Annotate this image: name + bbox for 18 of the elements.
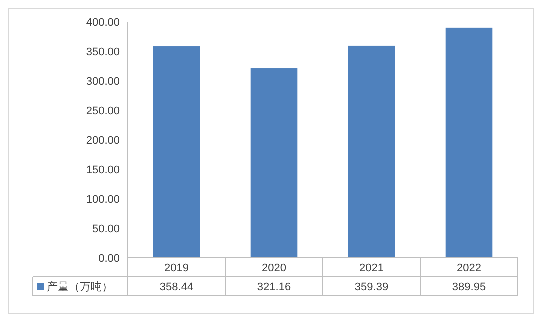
x-tick-label: 2022	[457, 262, 482, 274]
y-tick-label: 400.00	[86, 16, 120, 29]
data-label: 321.16	[257, 281, 292, 294]
y-tick-label: 100.00	[86, 194, 120, 206]
x-tick-label: 2019	[164, 262, 189, 274]
data-label: 359.39	[354, 281, 389, 294]
legend-label: 产量（万吨）	[47, 280, 113, 294]
y-tick-label: 150.00	[86, 164, 120, 176]
y-tick-label: 300.00	[86, 76, 120, 88]
y-tick-label: 350.00	[86, 46, 120, 58]
x-tick-label: 2020	[262, 262, 286, 274]
data-label: 389.95	[452, 281, 486, 294]
y-tick-label: 200.00	[86, 134, 120, 147]
y-tick-label: 0.00	[98, 252, 120, 265]
y-tick-label: 50.00	[92, 223, 120, 236]
y-tick-label: 250.00	[86, 105, 120, 118]
x-tick-label: 2021	[360, 262, 384, 274]
data-label: 358.44	[160, 281, 194, 294]
